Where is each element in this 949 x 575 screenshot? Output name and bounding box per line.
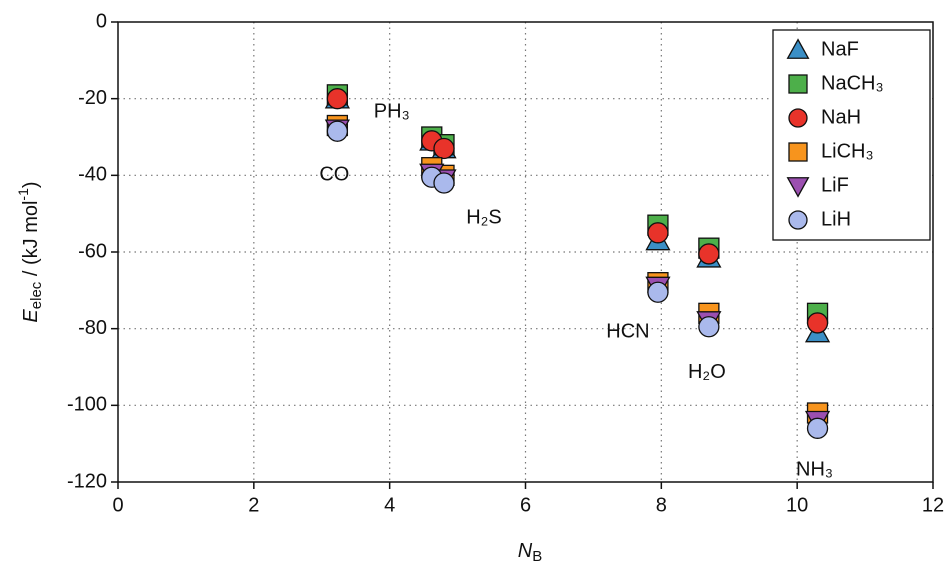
y-tick-label: -120 [67,470,107,492]
data-point [433,172,455,194]
legend-label: NaCH₃ [821,72,884,94]
legend-label: LiF [821,174,849,196]
data-point [647,281,669,303]
y-tick-label: -80 [78,317,107,339]
y-label-unit: / (kJ mol [20,201,42,282]
y-tick-label: 0 [96,10,107,32]
y-tick-label: -20 [78,87,107,109]
x-tick-label: 8 [656,494,667,516]
data-point [326,120,349,142]
x-tick-label: 10 [786,494,808,516]
point-annotation: H₂O [688,361,726,383]
y-tick-label: -40 [78,164,107,186]
legend-box [772,29,931,241]
x-tick-label: 4 [384,494,395,516]
x-axis-label: NB [518,540,542,565]
x-tick-label: 2 [248,494,259,516]
legend-marker [786,177,810,198]
x-tick-label: 0 [112,494,123,516]
legend-label: LiH [821,208,851,230]
legend-label: NaH [821,106,861,128]
legend-marker [786,38,810,59]
y-label-main: E [20,309,42,323]
x-tick-label: 12 [922,494,944,516]
data-point [698,316,720,338]
y-tick-label: -60 [78,240,107,262]
data-point [433,137,455,160]
y-label-sup: -1 [15,188,31,201]
legend-marker [788,210,808,230]
legend-label: LiCH₃ [821,140,874,162]
point-annotation: HCN [606,321,649,343]
plot-frame [117,21,934,483]
point-annotation: NH₃ [796,459,833,481]
data-point [806,312,829,334]
x-label-main: N [518,540,533,562]
legend-label: NaF [821,38,859,60]
x-tick-label: 6 [520,494,531,516]
legend-marker [788,108,808,128]
y-label-sub: elec [28,281,45,309]
point-annotation: H₂S [466,206,502,228]
point-annotation: CO [319,164,349,186]
point-annotation: PH₃ [374,100,410,122]
y-tick-label: -100 [67,394,107,416]
legend-marker [788,142,808,162]
legend-marker [788,74,808,94]
y-label-close: ) [20,181,42,188]
data-point [326,88,349,110]
data-point [647,222,669,244]
y-axis-label: Eelec / (kJ mol-1) [15,181,45,322]
x-label-sub: B [532,548,542,565]
data-point [698,243,720,265]
data-point [806,417,829,439]
